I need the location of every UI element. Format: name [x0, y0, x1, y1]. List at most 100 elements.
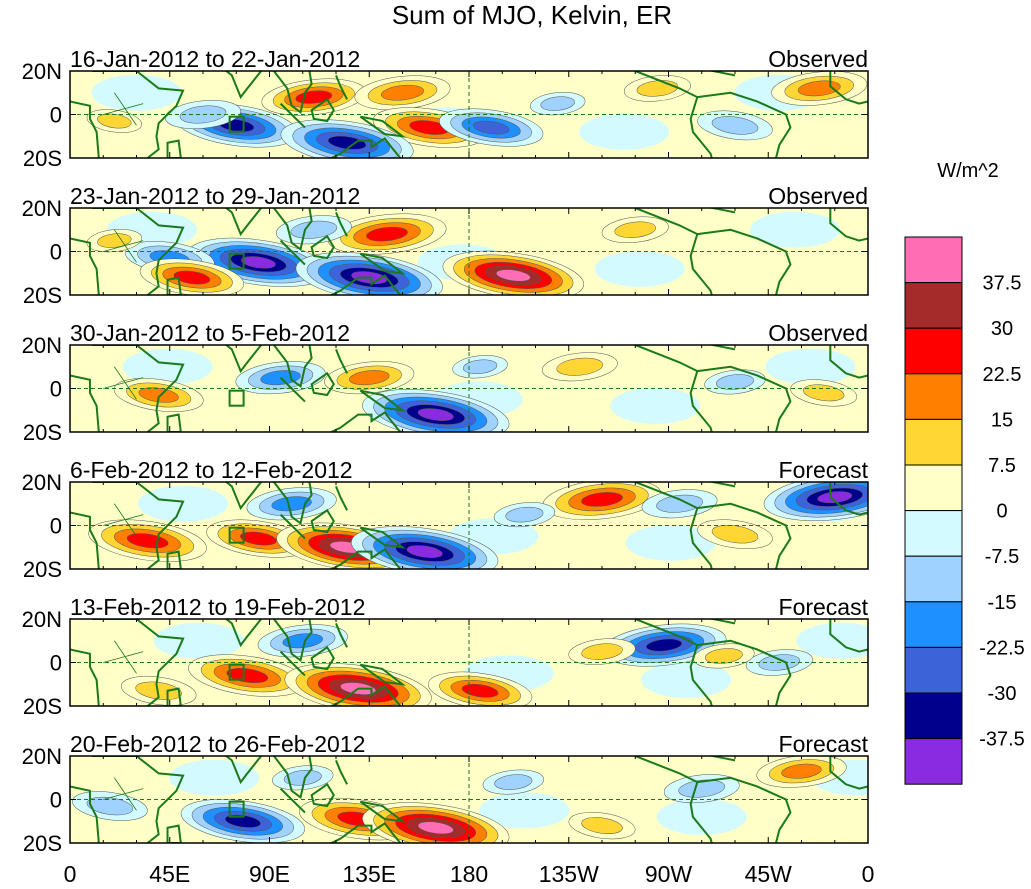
y-tick-label: 0	[50, 788, 62, 813]
coastline	[697, 91, 792, 158]
coastline	[310, 371, 335, 397]
coastline	[689, 370, 713, 432]
coastline	[829, 71, 868, 105]
coastline	[273, 756, 313, 800]
coastline	[70, 237, 100, 295]
panel-3: 20N 0 20S 30-Jan-2012 to 5-Feb-2012 Observed	[22, 320, 869, 445]
chart-title: Sum of MJO, Kelvin, ER	[392, 0, 672, 30]
colorbar-box	[904, 373, 963, 420]
coastlines	[70, 71, 868, 158]
coastline	[224, 619, 263, 648]
coastline	[335, 759, 348, 785]
coastline	[279, 650, 306, 677]
coastline	[70, 100, 100, 158]
weak-anomaly	[91, 74, 182, 111]
contour-level	[614, 221, 657, 238]
colorbar-box	[904, 464, 963, 512]
coastline	[634, 71, 698, 98]
weak-anomaly	[579, 113, 670, 150]
coastline	[707, 208, 736, 214]
x-tick-label: 180	[450, 861, 488, 887]
coastline	[92, 756, 185, 843]
country-border	[103, 366, 144, 400]
colorbar-level-label: -37.5	[979, 729, 1025, 751]
contour-level	[505, 506, 544, 523]
coastline	[70, 374, 100, 432]
coastlines	[70, 208, 868, 295]
contour-level	[462, 359, 498, 374]
x-tick-label: 90E	[249, 861, 290, 887]
contour-level	[461, 683, 499, 698]
region-box	[228, 115, 245, 133]
coastline	[92, 482, 185, 569]
coastline	[166, 413, 182, 432]
colorbar-unit-label: W/m^2	[937, 160, 999, 182]
coastline	[329, 137, 403, 158]
contour-level	[656, 494, 703, 513]
coastline	[166, 139, 182, 158]
x-tick-label: 45E	[149, 861, 190, 887]
y-tick-label: 20N	[22, 196, 62, 221]
contour-level	[417, 821, 454, 835]
panel-date-range: 30-Jan-2012 to 5-Feb-2012	[70, 320, 350, 346]
contour-level	[290, 220, 338, 239]
coastline	[359, 663, 407, 686]
colorbar-box	[904, 327, 963, 375]
weak-anomaly	[749, 211, 840, 248]
panel-1: 20N 0 20S 16-Jan-2012 to 22-Jan-2012 Observe…	[22, 46, 869, 171]
colorbar-box	[904, 236, 963, 284]
colorbar-level-label: -30	[988, 683, 1017, 705]
coastline	[70, 648, 100, 706]
coastline	[224, 208, 263, 237]
coastline	[359, 115, 407, 138]
region-box	[228, 526, 245, 544]
weak-anomaly	[796, 622, 868, 659]
panel-label: Forecast	[779, 731, 869, 757]
coastline	[310, 234, 335, 260]
contour-level	[540, 96, 575, 111]
colorbar-box	[904, 282, 963, 329]
coastline	[707, 71, 736, 77]
coastline	[335, 622, 348, 648]
coastlines	[70, 619, 868, 706]
colorbar-box	[904, 418, 963, 466]
colorbar-box	[904, 646, 963, 694]
weak-anomaly	[641, 661, 732, 698]
coastline	[279, 239, 306, 266]
coastline	[92, 345, 185, 432]
coastline	[689, 96, 713, 158]
coastline	[92, 71, 185, 158]
contour-level	[678, 779, 726, 798]
contour-level	[494, 774, 533, 790]
x-tick-label: 0	[64, 861, 77, 887]
y-tick-label: 20S	[23, 694, 62, 719]
coastline	[166, 687, 182, 706]
anomaly-field	[72, 756, 868, 843]
coastline	[829, 756, 868, 790]
x-axis: 0 45E 90E 135E 180 135W 90W 45W 0	[64, 861, 875, 887]
contour-level	[381, 84, 424, 101]
y-tick-label: 0	[50, 103, 62, 128]
coastline	[70, 785, 100, 843]
contour-level	[271, 496, 312, 512]
anomaly-field	[113, 348, 858, 432]
coastline	[92, 208, 185, 295]
colorbar-box	[904, 555, 963, 603]
coastline	[707, 756, 736, 762]
y-tick-label: 20N	[22, 744, 62, 769]
coastline	[335, 348, 348, 374]
coastline	[279, 787, 306, 814]
coastline	[829, 482, 868, 516]
coastline	[689, 781, 713, 843]
y-tick-label: 0	[50, 240, 62, 265]
coastline	[310, 782, 335, 808]
panel-date-range: 16-Jan-2012 to 22-Jan-2012	[70, 46, 360, 72]
contour-level	[97, 233, 132, 248]
contour-level	[406, 545, 443, 558]
weak-anomaly	[765, 348, 856, 385]
y-tick-label: 20S	[23, 557, 62, 582]
coastline	[697, 365, 792, 432]
contour-level	[781, 763, 822, 779]
coastline	[329, 411, 403, 432]
